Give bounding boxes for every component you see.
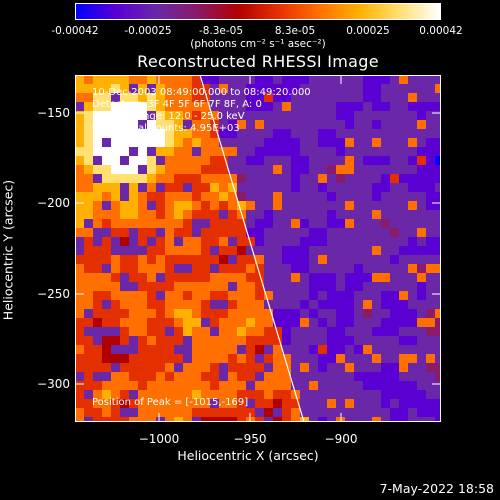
colorbar-units: (photons cm⁻² s⁻¹ asec⁻²): [190, 38, 326, 50]
solar-limb-line: [199, 75, 305, 422]
y-tick-label: −250: [37, 287, 70, 301]
colorbar-tick-label: -0.00042: [51, 25, 99, 37]
footer-timestamp: 7-May-2022 18:58: [379, 481, 494, 496]
plot-title: Reconstructed RHESSI Image: [137, 52, 379, 71]
colorbar-tick-label: -8.3e-05: [198, 25, 244, 37]
colorbar-tick-label: 8.3e-05: [274, 25, 316, 37]
x-tick-label: −1000: [138, 432, 180, 446]
y-tick-label: −300: [37, 377, 70, 391]
x-tick-label: −950: [233, 432, 267, 446]
x-tick-label: −900: [324, 432, 358, 446]
x-axis-label: Heliocentric X (arcsec): [177, 448, 319, 463]
heatmap-image: [75, 75, 441, 422]
plot-frame: [75, 75, 441, 422]
info-energy-range: Energy Range: 12.0 - 25.0 keV: [92, 111, 245, 122]
peak-position-label: Position of Peak = [-1015,-169]: [92, 397, 249, 408]
colorbar-gradient: [75, 3, 441, 20]
y-axis-label: Heliocentric Y (arcsec): [0, 179, 16, 321]
colorbar-tick-label: 0.00025: [346, 25, 390, 37]
info-total-counts: Clean Total counts: 4.95E+03: [92, 123, 240, 134]
y-tick-label: −200: [37, 196, 70, 210]
info-time-range: 10-Dec-2003 08:49:00.000 to 08:49:20.000: [92, 87, 311, 98]
info-detectors: Detectors: 3F 4F 5F 6F 7F 8F, A: 0: [92, 99, 262, 110]
rhessi-image-plot: 10-Dec-2003 08:49:00.000 to 08:49:20.000…: [75, 75, 441, 422]
colorbar-tick-label: 0.00042: [419, 25, 463, 37]
colorbar-tick-label: -0.00025: [124, 25, 172, 37]
y-tick-label: −150: [37, 106, 70, 120]
colorbar: [75, 3, 441, 20]
